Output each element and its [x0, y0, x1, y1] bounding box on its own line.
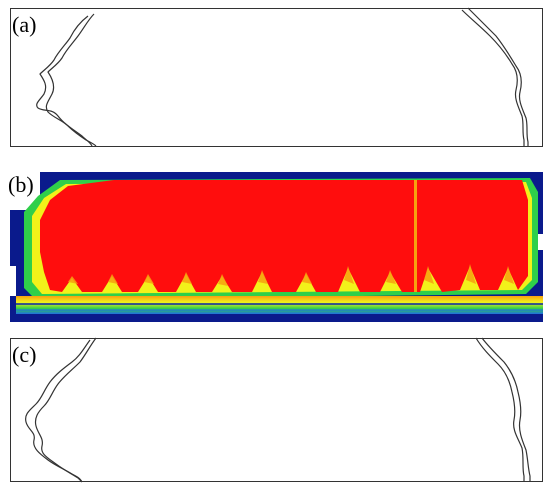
colormap-bottom-band — [16, 296, 543, 314]
panel-c-graphic — [10, 337, 543, 483]
panel-b: (b) — [6, 172, 543, 322]
panel-c-label: (c) — [12, 342, 37, 367]
panel-a-left-outline-inner — [36, 15, 93, 147]
panel-c-right-outline-outer — [481, 337, 531, 482]
colormap-red-region — [40, 180, 528, 292]
notch-right — [537, 234, 543, 250]
panel-c-right-outline-inner — [475, 337, 525, 482]
panel-a-frame — [10, 8, 543, 147]
panel-b-graphic — [10, 172, 543, 322]
panel-a: (a) — [10, 7, 543, 147]
panel-c-frame — [10, 338, 543, 482]
panel-c: (c) — [10, 337, 543, 483]
panel-a-right-outline-outer — [467, 7, 529, 146]
panel-b-label: (b) — [6, 172, 36, 197]
colormap-bottom-edge — [16, 314, 543, 322]
panel-a-right-outline-inner — [461, 9, 525, 146]
panel-a-graphic — [10, 7, 543, 147]
vertical-streak — [414, 180, 417, 292]
panel-a-label: (a) — [12, 12, 37, 37]
notch-bottom-left — [10, 266, 16, 296]
panel-c-left-outline-outer — [34, 337, 97, 483]
panel-a-left-outline-outer — [45, 13, 97, 147]
plume-fringes — [68, 264, 514, 286]
